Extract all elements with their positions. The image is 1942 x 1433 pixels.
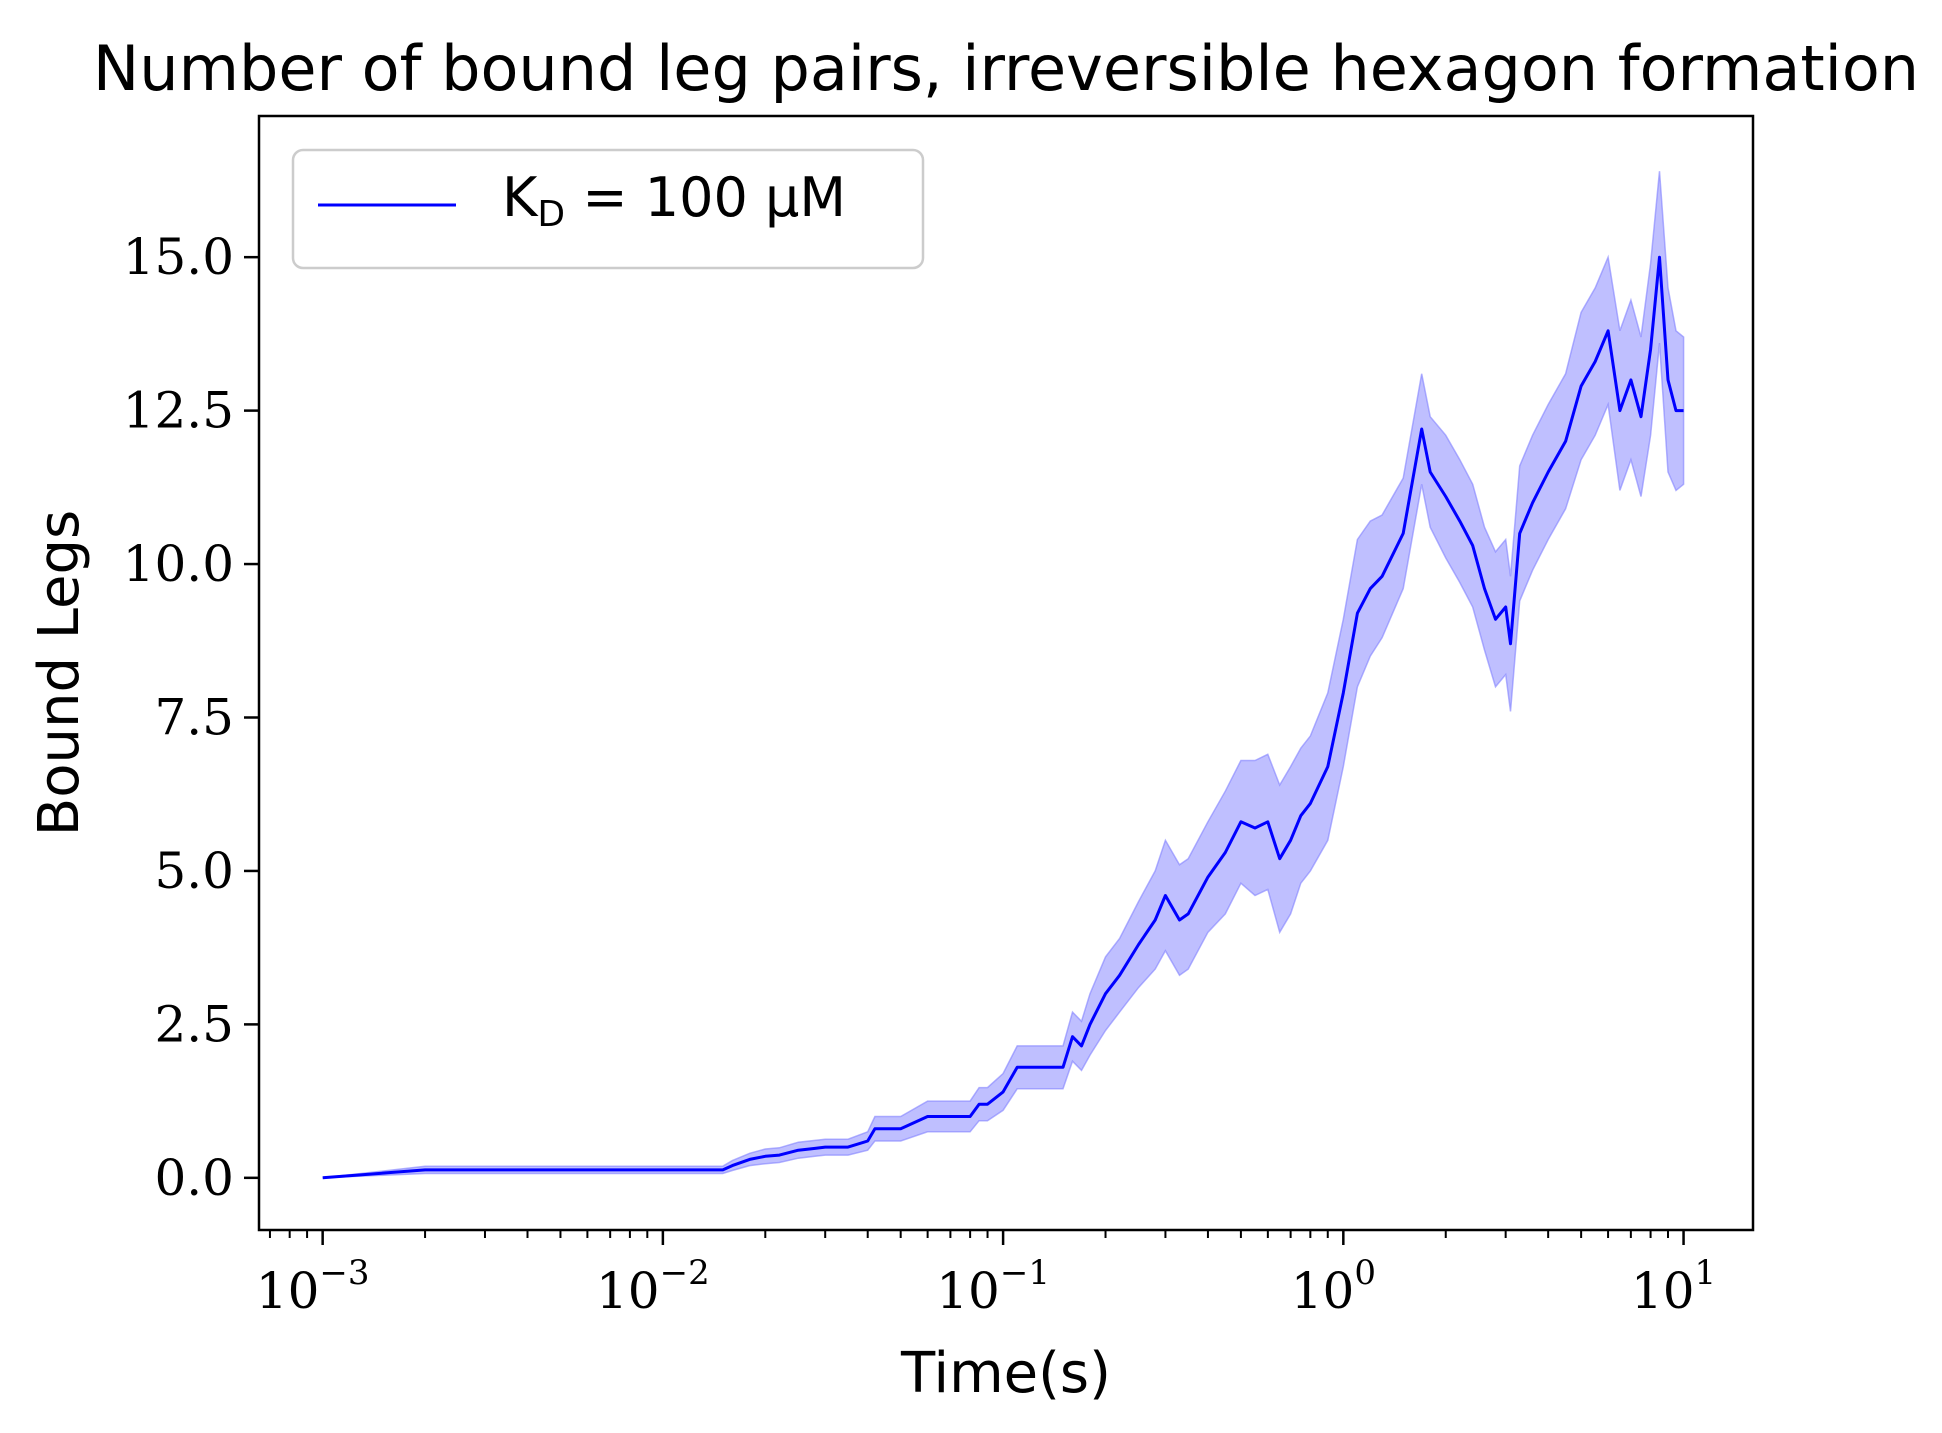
x-tick-base: 10 — [596, 1262, 660, 1320]
y-tick-label: 7.5 — [154, 688, 234, 746]
y-tick-label: 15.0 — [123, 228, 234, 286]
x-tick-exponent: −2 — [660, 1253, 710, 1293]
x-tick-base: 10 — [1631, 1262, 1695, 1320]
x-tick-exponent: −3 — [319, 1253, 369, 1293]
x-axis: 10−3 10−2 10−1 100 101 — [256, 1230, 1716, 1320]
x-tick-label: 100 — [1291, 1253, 1376, 1320]
x-tick-label: 10−3 — [256, 1253, 370, 1320]
x-tick-base: 10 — [936, 1262, 1000, 1320]
x-tick-base: 10 — [256, 1262, 320, 1320]
x-tick-label: 10−2 — [596, 1253, 710, 1320]
series-line-layer — [322, 255, 1684, 1180]
y-axis-label: Bound Legs — [27, 510, 92, 836]
x-tick-exponent: 0 — [1354, 1253, 1376, 1293]
y-tick-label: 0.0 — [154, 1149, 234, 1207]
legend-entry-label: KD = 100 μM — [502, 166, 846, 235]
y-axis: 0.0 2.5 5.0 7.5 10.0 12.5 15.0 — [123, 228, 259, 1207]
legend-label-subscript: D — [537, 194, 565, 235]
x-tick-exponent: −1 — [1000, 1253, 1050, 1293]
x-tick-exponent: 1 — [1695, 1253, 1717, 1293]
y-tick-label: 10.0 — [123, 535, 234, 593]
x-tick-label: 101 — [1631, 1253, 1716, 1320]
chart-title: Number of bound leg pairs, irreversible … — [93, 32, 1919, 105]
x-tick-base: 10 — [1291, 1262, 1355, 1320]
plot-frame — [257, 114, 1755, 1232]
x-axis-label: Time(s) — [900, 1341, 1111, 1406]
y-tick-label: 12.5 — [123, 382, 234, 440]
legend-label-rest: = 100 μM — [565, 166, 846, 229]
y-tick-label: 2.5 — [154, 995, 234, 1053]
series-line — [322, 255, 1684, 1180]
legend-label-main: K — [502, 166, 539, 229]
legend: KD = 100 μM — [291, 148, 925, 270]
x-tick-label: 10−1 — [936, 1253, 1050, 1320]
y-tick-label: 5.0 — [154, 842, 234, 900]
plot-area — [257, 114, 1755, 1232]
legend-frame — [291, 148, 925, 270]
